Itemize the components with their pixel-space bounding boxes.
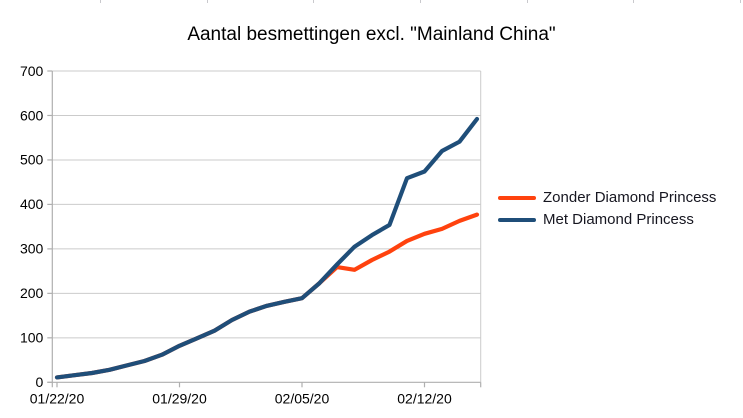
legend-line-swatch-blue bbox=[498, 217, 536, 223]
cell-border-artifact bbox=[633, 0, 634, 3]
legend-line-swatch-orange bbox=[498, 195, 536, 201]
y-axis-label-100: 100 bbox=[20, 330, 44, 346]
legend-label: Zonder Diamond Princess bbox=[543, 189, 717, 206]
y-axis-label-700: 700 bbox=[20, 63, 44, 79]
cell-border-artifact bbox=[740, 0, 741, 3]
y-axis-label-0: 0 bbox=[36, 374, 44, 390]
cell-border-artifact bbox=[100, 0, 101, 3]
data-line-zonder-diamond-princess bbox=[54, 212, 480, 380]
cell-border-artifact bbox=[420, 0, 421, 3]
cell-border-artifact bbox=[207, 0, 208, 3]
data-line-met-diamond-princess bbox=[54, 116, 480, 380]
chart-title: Aantal besmettingen excl. "Mainland Chin… bbox=[187, 24, 556, 45]
y-axis-label-600: 600 bbox=[20, 107, 44, 123]
chart-legend: Zonder Diamond Princess Met Diamond Prin… bbox=[498, 187, 716, 231]
legend-item-met-diamond-princess: Met Diamond Princess bbox=[498, 209, 716, 231]
x-axis-label-01/29/20: 01/29/20 bbox=[152, 390, 207, 406]
y-axis-label-500: 500 bbox=[20, 152, 44, 168]
legend-item-zonder-diamond-princess: Zonder Diamond Princess bbox=[498, 187, 716, 209]
y-axis-label-300: 300 bbox=[20, 241, 44, 257]
x-axis-label-02/05/20: 02/05/20 bbox=[275, 390, 330, 406]
legend-label: Met Diamond Princess bbox=[543, 211, 694, 228]
cell-border-artifact bbox=[313, 0, 314, 3]
x-axis-label-01/22/20: 01/22/20 bbox=[30, 390, 85, 406]
y-axis-label-200: 200 bbox=[20, 285, 44, 301]
cell-border-artifact bbox=[527, 0, 528, 3]
y-axis-label-400: 400 bbox=[20, 196, 44, 212]
x-axis-label-02/12/20: 02/12/20 bbox=[397, 390, 452, 406]
